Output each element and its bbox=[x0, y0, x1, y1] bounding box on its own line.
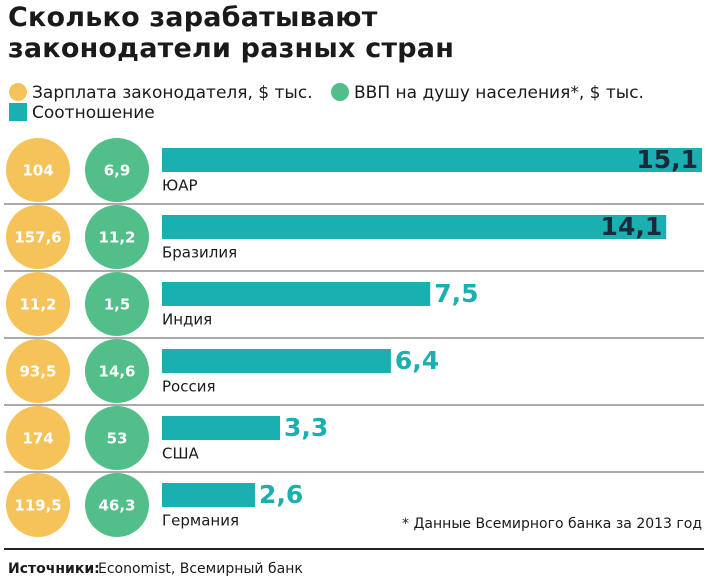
value-circle bbox=[6, 272, 70, 336]
value-circle bbox=[85, 339, 149, 403]
source-label: Источники: bbox=[8, 561, 100, 577]
circle-label: 11,2 bbox=[98, 229, 135, 247]
bar bbox=[162, 148, 702, 172]
category-label: США bbox=[162, 445, 200, 463]
legend-label: ВВП на душу населения*, $ тыс. bbox=[354, 83, 644, 103]
category-label: Бразилия bbox=[162, 244, 237, 262]
legend-label: Соотношение bbox=[32, 103, 155, 123]
bar bbox=[162, 215, 667, 239]
value-circle bbox=[6, 339, 70, 403]
circle-label: 93,5 bbox=[19, 363, 56, 381]
category-label: Индия bbox=[162, 311, 212, 329]
circle-label: 174 bbox=[22, 430, 53, 448]
value-circle bbox=[85, 473, 149, 537]
bar bbox=[162, 349, 391, 373]
circle-label: 14,6 bbox=[98, 363, 135, 381]
bar-value-label: 6,4 bbox=[395, 346, 439, 375]
value-circle bbox=[6, 138, 70, 202]
bar-value-label: 15,1 bbox=[636, 145, 698, 174]
bar bbox=[162, 282, 431, 306]
circle-label: 1,5 bbox=[104, 296, 131, 314]
bar-value-label: 2,6 bbox=[259, 480, 303, 509]
circle-label: 6,9 bbox=[104, 162, 131, 180]
bar bbox=[162, 416, 281, 440]
circle-label: 157,6 bbox=[14, 229, 61, 247]
legend-label: Зарплата законодателя, $ тыс. bbox=[32, 83, 313, 103]
bar-value-label: 14,1 bbox=[601, 212, 663, 241]
value-circle bbox=[85, 406, 149, 470]
value-circle bbox=[6, 473, 70, 537]
value-circle bbox=[85, 138, 149, 202]
circle-label: 119,5 bbox=[14, 497, 61, 515]
legend-swatch bbox=[9, 103, 27, 121]
note: * Данные Всемирного банка за 2013 год bbox=[402, 516, 702, 532]
value-circle bbox=[85, 205, 149, 269]
category-label: Германия bbox=[162, 512, 239, 530]
bar-value-label: 7,5 bbox=[434, 279, 478, 308]
bar bbox=[162, 483, 255, 507]
circle-label: 11,2 bbox=[19, 296, 56, 314]
circle-label: 46,3 bbox=[98, 497, 135, 515]
category-label: Россия bbox=[162, 378, 216, 396]
source: Economist, Всемирный банк bbox=[98, 561, 303, 577]
category-label: ЮАР bbox=[162, 177, 198, 195]
bar-value-label: 3,3 bbox=[284, 413, 328, 442]
chart-title: Сколько зарабатывают законодатели разных… bbox=[8, 2, 455, 64]
value-circle bbox=[6, 205, 70, 269]
circle-label: 53 bbox=[107, 430, 128, 448]
legend-swatch bbox=[9, 83, 27, 101]
value-circle bbox=[85, 272, 149, 336]
circle-label: 104 bbox=[22, 162, 53, 180]
value-circle bbox=[6, 406, 70, 470]
legend-swatch bbox=[331, 83, 349, 101]
